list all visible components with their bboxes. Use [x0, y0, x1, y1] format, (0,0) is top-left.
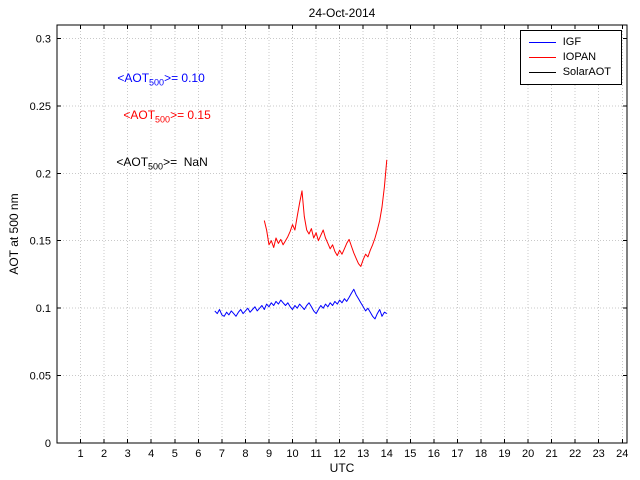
- annotation-mean-igf: <AOT500>= 0.10: [104, 57, 205, 101]
- legend-line-swatch-solaraot: [528, 72, 556, 73]
- y-axis-label: AOT at 500 nm: [7, 193, 21, 275]
- svg-text:16: 16: [428, 448, 440, 460]
- legend-label-solaraot: SolarAOT: [562, 66, 611, 78]
- annotation-subscript: 500: [155, 114, 171, 125]
- annotation-prefix: <AOT: [123, 108, 156, 122]
- svg-text:19: 19: [498, 448, 510, 460]
- svg-text:0: 0: [45, 438, 51, 450]
- chart-title: 24-Oct-2014: [308, 6, 376, 20]
- annotation-subscript: 500: [149, 77, 165, 88]
- x-axis-label: UTC: [329, 461, 355, 475]
- svg-text:7: 7: [219, 448, 225, 460]
- svg-text:6: 6: [195, 448, 201, 460]
- svg-text:14: 14: [381, 448, 393, 460]
- svg-text:8: 8: [242, 448, 248, 460]
- svg-text:11: 11: [310, 448, 321, 460]
- svg-text:13: 13: [357, 448, 369, 460]
- svg-text:24: 24: [616, 448, 628, 460]
- svg-text:4: 4: [148, 448, 154, 460]
- annotation-mean-iopan: <AOT500>= 0.15: [110, 94, 211, 138]
- svg-text:0.15: 0.15: [30, 236, 51, 248]
- legend-item-solaraot: SolarAOT: [528, 65, 611, 80]
- svg-text:1: 1: [78, 448, 84, 460]
- svg-text:23: 23: [593, 448, 605, 460]
- svg-text:12: 12: [333, 448, 345, 460]
- svg-text:18: 18: [475, 448, 487, 460]
- svg-text:0.2: 0.2: [36, 168, 51, 180]
- svg-text:0.05: 0.05: [30, 371, 51, 383]
- legend-label-iopan: IOPAN: [562, 51, 597, 63]
- svg-text:0.25: 0.25: [30, 101, 51, 113]
- svg-text:0.3: 0.3: [36, 34, 51, 46]
- svg-text:15: 15: [404, 448, 416, 460]
- annotation-subscript: 500: [148, 161, 164, 172]
- svg-text:22: 22: [569, 448, 581, 460]
- legend-line-swatch-igf: [528, 42, 556, 43]
- annotation-prefix: <AOT: [116, 155, 149, 169]
- annotation-value: >= 0.10: [164, 71, 205, 85]
- annotation-value: >= NaN: [163, 155, 208, 169]
- annotation-value: >= 0.15: [170, 108, 211, 122]
- annotation-prefix: <AOT: [117, 71, 150, 85]
- legend-label-igf: IGF: [562, 36, 582, 48]
- legend-item-iopan: IOPAN: [528, 50, 611, 65]
- svg-text:3: 3: [125, 448, 131, 460]
- annotation-mean-solaraot: <AOT500>= NaN: [103, 141, 208, 185]
- legend-item-igf: IGF: [528, 35, 611, 50]
- svg-text:10: 10: [286, 448, 298, 460]
- legend: IGF IOPAN SolarAOT: [519, 30, 622, 85]
- svg-text:9: 9: [266, 448, 272, 460]
- svg-text:5: 5: [172, 448, 178, 460]
- svg-text:20: 20: [522, 448, 534, 460]
- svg-text:0.1: 0.1: [36, 303, 51, 315]
- svg-text:2: 2: [101, 448, 107, 460]
- svg-text:17: 17: [451, 448, 463, 460]
- legend-line-swatch-iopan: [528, 57, 556, 58]
- svg-text:21: 21: [545, 448, 557, 460]
